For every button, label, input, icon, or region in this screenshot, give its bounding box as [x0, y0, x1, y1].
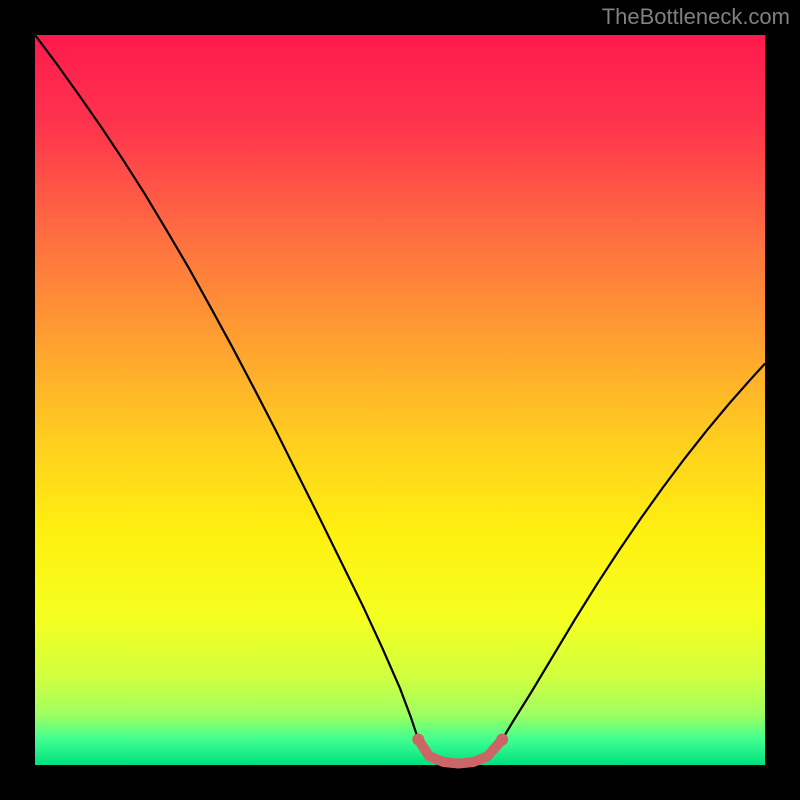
optimal-zone-dot-right — [496, 733, 508, 745]
chart-stage: TheBottleneck.com — [0, 0, 800, 800]
bottleneck-chart — [0, 0, 800, 800]
plot-background — [35, 35, 765, 765]
optimal-zone-dot-left — [412, 733, 424, 745]
